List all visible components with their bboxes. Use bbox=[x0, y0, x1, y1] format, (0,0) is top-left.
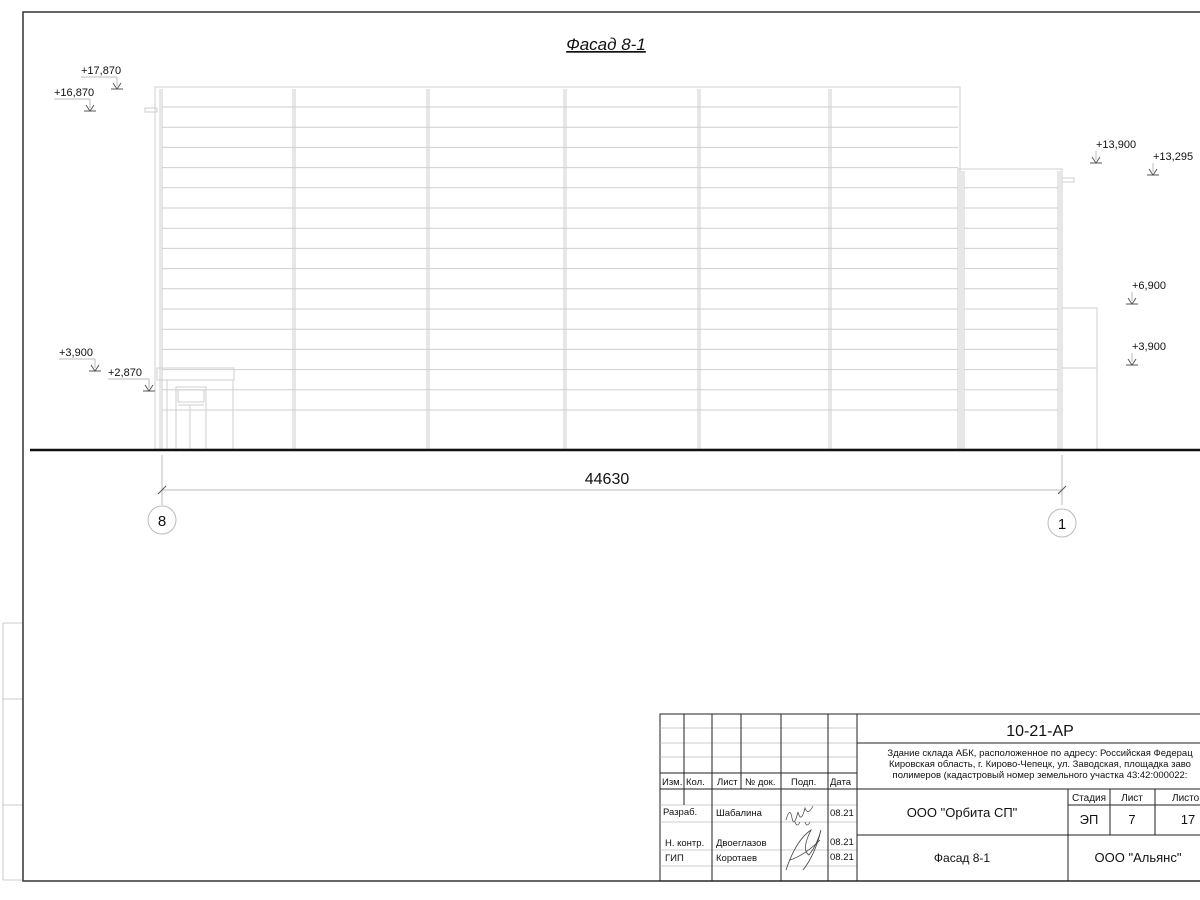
row-date: 08.21 bbox=[830, 808, 854, 819]
sheet-frame bbox=[22, 11, 1200, 882]
row-role: ГИП bbox=[665, 853, 684, 864]
header-izm: Изм. bbox=[662, 777, 682, 788]
header-kol: Кол. bbox=[686, 777, 705, 788]
axis-marker-8: 8 bbox=[147, 505, 177, 535]
svg-text:1: 1 bbox=[1058, 516, 1066, 533]
sheet-value: 7 bbox=[1128, 812, 1135, 827]
axis-marker-1: 1 bbox=[1047, 508, 1077, 538]
signature-icon bbox=[785, 805, 814, 826]
level-mark: +13,295 bbox=[1147, 151, 1193, 176]
svg-text:+3,900: +3,900 bbox=[1132, 341, 1166, 353]
sheet-name: Фасад 8-1 bbox=[934, 851, 990, 865]
side-stamp bbox=[2, 622, 23, 881]
row-name: Коротаев bbox=[716, 853, 757, 864]
level-mark: +2,870 bbox=[108, 367, 155, 392]
title-block: 10-21-АР Здание склада АБК, расположенно… bbox=[659, 713, 1200, 882]
signature-icon bbox=[785, 828, 822, 871]
row-role: Разраб. bbox=[663, 807, 697, 818]
sheets-value: 17 bbox=[1181, 812, 1195, 827]
row-date: 08.21 bbox=[830, 837, 854, 848]
svg-text:+2,870: +2,870 bbox=[108, 367, 142, 379]
stage-value: ЭП bbox=[1080, 812, 1099, 827]
svg-text:+3,900: +3,900 bbox=[59, 347, 93, 359]
company: ООО "Альянс" bbox=[1095, 850, 1182, 865]
level-mark: +3,900 bbox=[59, 347, 101, 372]
drawing-title: Фасад 8-1 bbox=[566, 35, 646, 54]
level-mark: +6,900 bbox=[1126, 280, 1166, 305]
pilaster bbox=[159, 89, 163, 449]
header-date: Дата bbox=[830, 777, 852, 788]
row-role: Н. контр. bbox=[665, 838, 704, 849]
row-date: 08.21 bbox=[830, 852, 854, 863]
project-code: 10-21-АР bbox=[1006, 723, 1074, 740]
svg-text:+17,870: +17,870 bbox=[81, 65, 121, 77]
address-line: полимеров (кадастровый номер земельного … bbox=[893, 770, 1188, 781]
header-sign: Подп. bbox=[791, 777, 816, 788]
sheets-header: Листо bbox=[1172, 793, 1200, 804]
level-mark: +13,900 bbox=[1090, 139, 1136, 164]
entrance-door[interactable] bbox=[175, 386, 207, 450]
pilaster bbox=[1057, 171, 1061, 449]
organization: ООО "Орбита СП" bbox=[907, 805, 1018, 820]
level-mark: +3,900 bbox=[1126, 341, 1166, 366]
svg-text:+13,900: +13,900 bbox=[1096, 139, 1136, 151]
sheet-header: Лист bbox=[1121, 793, 1143, 804]
header-list: Лист bbox=[717, 777, 738, 788]
level-mark: +16,870 bbox=[54, 87, 96, 112]
entrance-canopy bbox=[156, 367, 235, 449]
svg-text:+6,900: +6,900 bbox=[1132, 280, 1166, 292]
header-doc: № док. bbox=[745, 777, 775, 788]
row-name: Шабалина bbox=[716, 808, 763, 819]
building-facade bbox=[144, 86, 1098, 450]
address-line: Здание склада АБК, расположенное по адре… bbox=[887, 748, 1193, 759]
svg-text:+13,295: +13,295 bbox=[1153, 151, 1193, 163]
dimension-label: 44630 bbox=[585, 471, 630, 488]
row-name: Двоеглазов bbox=[716, 838, 767, 849]
address-line: Кировская область, г. Кирово-Чепецк, ул.… bbox=[889, 759, 1191, 770]
svg-text:8: 8 bbox=[158, 513, 166, 530]
level-mark: +17,870 bbox=[81, 65, 123, 90]
svg-text:+16,870: +16,870 bbox=[54, 87, 94, 99]
dimension-line bbox=[157, 455, 1067, 505]
pilaster bbox=[961, 171, 965, 449]
stage-header: Стадия bbox=[1072, 793, 1106, 804]
